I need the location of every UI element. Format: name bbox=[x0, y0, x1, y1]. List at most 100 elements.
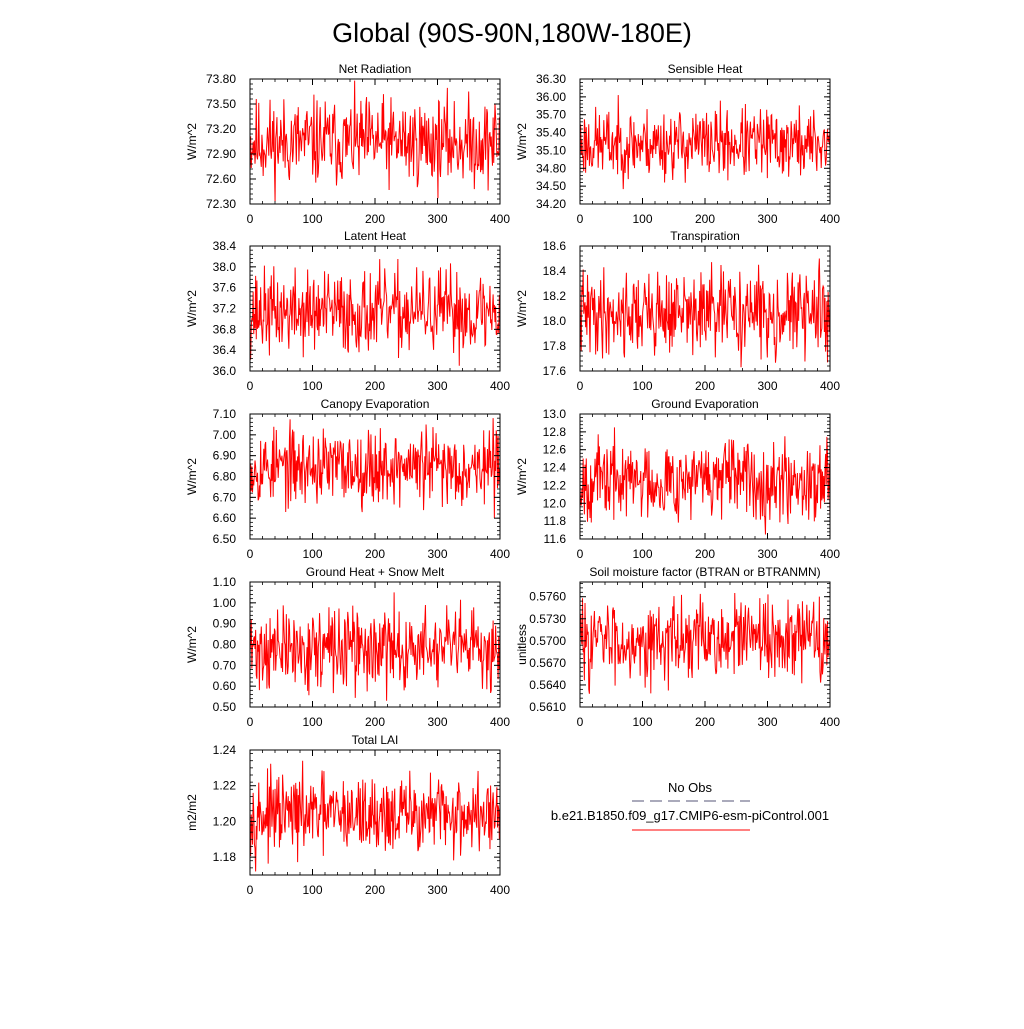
y-tick-label: 73.50 bbox=[206, 97, 236, 111]
series-line bbox=[249, 418, 501, 519]
x-tick-label: 200 bbox=[365, 715, 385, 729]
y-tick-label: 11.8 bbox=[544, 514, 567, 528]
x-tick-label: 200 bbox=[365, 379, 385, 393]
y-tick-label: 0.5640 bbox=[529, 678, 566, 692]
panel-6: Ground Evaporation W/m^2 11.6 11.8 12.0 12.2 1… bbox=[515, 397, 840, 561]
panel-9: Total LAI m2/m2 1.18 1.20 1.22 1.24 0 100 200 300… bbox=[185, 733, 510, 897]
y-tick-label: 0.90 bbox=[213, 617, 237, 631]
panel-title: Total LAI bbox=[352, 733, 399, 747]
y-tick-label: 72.30 bbox=[206, 197, 236, 211]
panel-title: Ground Evaporation bbox=[651, 397, 758, 411]
panel-7: Ground Heat + Snow Melt W/m^2 0.50 0.60 0.70… bbox=[185, 565, 510, 729]
x-tick-label: 400 bbox=[490, 883, 510, 897]
x-tick-label: 300 bbox=[757, 715, 777, 729]
x-tick-label: 0 bbox=[577, 379, 584, 393]
panel-1: Net Radiation W/m^2 72.30 72.60 72.90 73.20 73… bbox=[185, 62, 510, 226]
y-tick-label: 12.4 bbox=[543, 461, 567, 475]
x-tick-label: 0 bbox=[247, 547, 254, 561]
y-tick-label: 0.60 bbox=[213, 679, 237, 693]
y-axis-label: W/m^2 bbox=[515, 458, 529, 495]
y-tick-label: 0.5700 bbox=[529, 634, 566, 648]
y-tick-label: 35.70 bbox=[536, 108, 566, 122]
series-line bbox=[249, 80, 501, 202]
y-tick-label: 36.00 bbox=[536, 90, 566, 104]
y-tick-label: 18.6 bbox=[543, 239, 567, 253]
series-line bbox=[579, 593, 831, 694]
y-tick-label: 12.6 bbox=[543, 443, 567, 457]
x-tick-label: 0 bbox=[577, 715, 584, 729]
y-tick-label: 12.8 bbox=[543, 425, 567, 439]
panel-title: Transpiration bbox=[670, 229, 740, 243]
y-axis-label: W/m^2 bbox=[515, 290, 529, 327]
y-tick-label: 0.5670 bbox=[529, 656, 566, 670]
y-tick-label: 13.0 bbox=[543, 407, 567, 421]
panel-title: Ground Heat + Snow Melt bbox=[306, 565, 445, 579]
x-tick-label: 300 bbox=[757, 379, 777, 393]
y-tick-label: 38.4 bbox=[213, 239, 237, 253]
x-tick-label: 300 bbox=[757, 212, 777, 226]
series-line bbox=[579, 95, 831, 190]
legend-model-label: b.e21.B1850.f09_g17.CMIP6-esm-piControl.… bbox=[551, 808, 829, 823]
y-tick-label: 18.2 bbox=[543, 289, 567, 303]
y-tick-label: 1.22 bbox=[213, 779, 237, 793]
x-tick-label: 200 bbox=[695, 379, 715, 393]
x-tick-label: 400 bbox=[820, 212, 840, 226]
x-tick-label: 0 bbox=[577, 547, 584, 561]
x-tick-label: 400 bbox=[490, 212, 510, 226]
y-tick-label: 36.0 bbox=[213, 364, 237, 378]
y-tick-label: 0.5610 bbox=[529, 700, 566, 714]
y-tick-label: 35.10 bbox=[536, 143, 566, 157]
y-tick-label: 0.50 bbox=[213, 700, 237, 714]
x-tick-label: 400 bbox=[490, 715, 510, 729]
x-tick-label: 400 bbox=[490, 547, 510, 561]
x-tick-label: 0 bbox=[577, 212, 584, 226]
x-tick-label: 100 bbox=[632, 212, 652, 226]
x-tick-label: 0 bbox=[247, 379, 254, 393]
x-tick-label: 300 bbox=[427, 212, 447, 226]
y-axis-label: W/m^2 bbox=[185, 290, 199, 327]
y-tick-label: 12.0 bbox=[543, 496, 567, 510]
y-axis-label: unitless bbox=[515, 624, 529, 665]
y-tick-label: 6.60 bbox=[213, 511, 237, 525]
panel-title: Canopy Evaporation bbox=[321, 397, 430, 411]
x-tick-label: 100 bbox=[302, 212, 322, 226]
y-tick-label: 6.50 bbox=[213, 532, 237, 546]
legend: No Obs b.e21.B1850.f09_g17.CMIP6-esm-piC… bbox=[551, 780, 829, 831]
y-tick-label: 34.80 bbox=[536, 161, 566, 175]
x-tick-label: 200 bbox=[365, 547, 385, 561]
y-tick-label: 12.2 bbox=[543, 478, 567, 492]
y-tick-label: 1.18 bbox=[213, 850, 237, 864]
y-tick-label: 17.8 bbox=[543, 339, 567, 353]
panel-4: Transpiration W/m^2 17.6 17.8 18.0 18.2 18.4 18… bbox=[515, 229, 840, 393]
y-tick-label: 0.5730 bbox=[529, 612, 566, 626]
y-axis-label: W/m^2 bbox=[515, 123, 529, 160]
x-tick-label: 200 bbox=[695, 212, 715, 226]
panel-title: Soil moisture factor (BTRAN or BTRANMN) bbox=[589, 565, 820, 579]
panel-2: Sensible Heat W/m^2 34.20 34.50 34.80 35.10 35… bbox=[515, 62, 840, 226]
x-tick-label: 200 bbox=[365, 212, 385, 226]
y-tick-label: 18.0 bbox=[543, 314, 567, 328]
y-tick-label: 1.10 bbox=[213, 575, 237, 589]
y-tick-label: 6.80 bbox=[213, 470, 237, 484]
y-tick-label: 0.80 bbox=[213, 638, 237, 652]
panel-5: Canopy Evaporation W/m^2 6.50 6.60 6.70 6.80 6… bbox=[185, 397, 510, 561]
y-tick-label: 38.0 bbox=[213, 260, 237, 274]
x-tick-label: 300 bbox=[427, 715, 447, 729]
y-tick-label: 35.40 bbox=[536, 126, 566, 140]
panel-3: Latent Heat W/m^2 36.0 36.4 36.8 37.2 37.6 38.0… bbox=[185, 229, 510, 393]
y-tick-label: 72.60 bbox=[206, 172, 236, 186]
x-tick-label: 400 bbox=[820, 547, 840, 561]
y-tick-label: 73.20 bbox=[206, 122, 236, 136]
y-tick-label: 1.00 bbox=[213, 596, 237, 610]
x-tick-label: 100 bbox=[302, 379, 322, 393]
x-tick-label: 400 bbox=[820, 715, 840, 729]
series-line bbox=[249, 592, 501, 701]
y-tick-label: 0.70 bbox=[213, 658, 237, 672]
y-tick-label: 36.8 bbox=[213, 322, 237, 336]
y-axis-label: W/m^2 bbox=[185, 123, 199, 160]
x-tick-label: 0 bbox=[247, 883, 254, 897]
series-line bbox=[249, 259, 501, 366]
series-line bbox=[579, 427, 831, 535]
